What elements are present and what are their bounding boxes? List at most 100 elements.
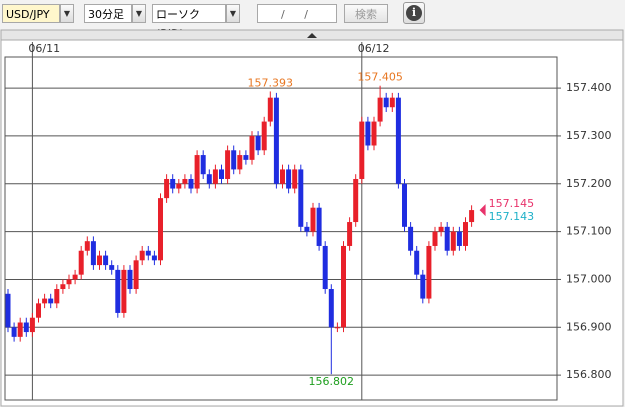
high-annotation: 157.405 (357, 71, 403, 84)
candle-body (139, 250, 145, 261)
candle-body (298, 169, 304, 227)
candle-body (316, 207, 322, 246)
candle-body (5, 293, 11, 328)
date-input[interactable]: / / (257, 4, 337, 23)
candle-body (11, 327, 17, 337)
candle-body (383, 97, 389, 108)
candle-body (206, 174, 212, 184)
candle-body (273, 97, 279, 184)
candle-body (243, 155, 249, 160)
candle-body (371, 121, 377, 146)
candle-body (414, 250, 420, 275)
candle-body (255, 135, 261, 151)
high-annotation: 157.393 (248, 76, 294, 89)
candle-body (90, 241, 96, 266)
candle-body (115, 269, 121, 313)
y-tick-label: 157.400 (566, 81, 612, 94)
candle-body (359, 121, 365, 179)
candle-body (60, 284, 66, 290)
candle-body (389, 97, 395, 108)
candle-body (365, 121, 371, 146)
candle-body (347, 222, 353, 246)
candle-body (469, 210, 475, 223)
date-label: 06/12 (358, 42, 390, 55)
low-annotation: 156.802 (309, 375, 355, 388)
candle-body (200, 155, 206, 175)
candle-body (267, 97, 273, 122)
search-button[interactable]: 検索 (344, 4, 388, 23)
y-tick-label: 157.100 (566, 225, 612, 238)
price-marker: 157.143 (489, 210, 534, 223)
candle-body (322, 245, 328, 290)
candle-body (463, 222, 468, 246)
candle-body (72, 274, 78, 280)
collapse-arrow[interactable] (307, 33, 317, 38)
candle-body (164, 178, 170, 199)
candle-body (23, 322, 29, 333)
candle-body (231, 150, 237, 170)
y-tick-label: 157.300 (566, 129, 612, 142)
candle-body (121, 269, 127, 313)
y-tick-label: 156.800 (566, 368, 612, 381)
candle-body (334, 327, 340, 329)
candle-body (408, 226, 414, 251)
candle-body (328, 289, 334, 328)
candle-body (444, 226, 450, 251)
y-tick-label: 157.000 (566, 272, 612, 285)
candle-body (170, 178, 176, 189)
candle-body (310, 207, 316, 232)
candle-body (426, 245, 432, 299)
interval-select[interactable]: 30分足 (84, 4, 132, 23)
candle-body (176, 183, 182, 189)
dropdown-arrow[interactable]: ▼ (60, 4, 74, 23)
candle-body (109, 265, 115, 270)
candle-body (341, 245, 346, 328)
candle-body (36, 303, 41, 318)
candle-body (377, 97, 383, 122)
y-tick-label: 156.900 (566, 320, 612, 333)
date-label: 06/11 (28, 42, 60, 55)
candle-body (158, 198, 163, 261)
candle-body (78, 250, 84, 275)
candle-body (54, 289, 60, 304)
candle-body (304, 226, 310, 232)
candle-body (84, 241, 90, 251)
candle-body (261, 121, 267, 151)
candle-body (225, 150, 231, 179)
candle-body (420, 274, 426, 299)
candle-body (133, 260, 139, 290)
candle-body (280, 169, 285, 184)
candle-body (450, 231, 456, 251)
candle-body (103, 255, 109, 266)
candle-body (145, 250, 151, 256)
candle-body (456, 231, 462, 246)
dropdown-arrow[interactable]: ▼ (226, 4, 240, 23)
candle-body (353, 178, 359, 223)
candle-body (17, 322, 23, 337)
candle-body (249, 135, 255, 160)
info-button[interactable]: i (403, 2, 425, 24)
candle-body (127, 269, 133, 290)
dropdown-arrow[interactable]: ▼ (132, 4, 146, 23)
plot-area (4, 56, 558, 401)
candle-body (219, 169, 224, 179)
candle-body (292, 169, 298, 189)
candle-body (182, 178, 188, 184)
candle-body (194, 155, 200, 189)
price-pointer (479, 204, 486, 217)
pair-select[interactable]: USD/JPY (2, 4, 60, 23)
candle-body (42, 298, 48, 304)
candle-body (402, 183, 407, 227)
candle-body (212, 169, 218, 184)
candle-body (29, 317, 35, 333)
candle-body (97, 255, 102, 266)
candle-body (151, 255, 157, 261)
candle-body (237, 155, 243, 170)
candle-body (286, 169, 292, 189)
y-tick-label: 157.200 (566, 177, 612, 190)
candle-body (188, 178, 194, 189)
price-marker: 157.145 (489, 197, 534, 210)
candle-body (48, 298, 54, 304)
